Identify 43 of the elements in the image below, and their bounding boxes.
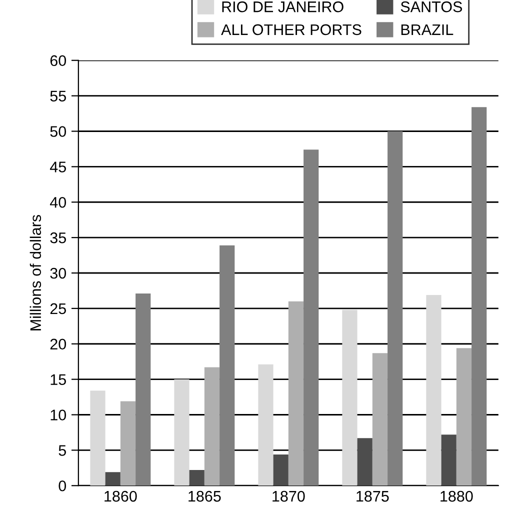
bar: [288, 301, 304, 486]
x-tick-label: 1860: [104, 490, 137, 502]
bar: [441, 434, 456, 486]
bar: [357, 438, 372, 486]
y-axis-title: Millions of dollars: [30, 214, 42, 330]
x-tick-label: 1865: [188, 490, 221, 502]
legend-label: BRAZIL: [401, 24, 454, 35]
bar: [426, 294, 442, 486]
bar: [220, 245, 235, 486]
bar: [136, 294, 151, 486]
y-tick-label: 55: [50, 90, 66, 102]
bar: [472, 107, 487, 486]
bar: [372, 353, 388, 486]
y-tick-label: 0: [58, 480, 66, 492]
y-tick-label: 45: [50, 162, 66, 172]
bar: [258, 364, 274, 486]
y-tick-label: 40: [50, 196, 66, 208]
y-tick-label: 20: [50, 338, 66, 350]
legend-label: SANTOS: [400, 1, 462, 12]
y-tick-label: 35: [50, 232, 66, 244]
bar: [456, 348, 472, 486]
bar: [174, 379, 190, 486]
bar: [304, 150, 319, 486]
y-tick-label: 25: [50, 303, 66, 314]
x-tick-label: 1875: [356, 490, 389, 502]
legend-label: ALL OTHER PORTS: [221, 24, 362, 36]
bar: [189, 470, 204, 486]
bar: [204, 367, 220, 486]
bar: [105, 472, 120, 486]
y-tick-label: 50: [50, 126, 66, 137]
bar: [90, 390, 106, 486]
bar: [120, 401, 136, 486]
bar: [273, 454, 288, 486]
x-tick-label: 1880: [440, 490, 473, 502]
bar: [342, 310, 358, 486]
y-tick-label: 5: [58, 445, 66, 456]
bar: [388, 131, 403, 486]
legend-label: RIO DE JANEIRO: [222, 1, 344, 12]
x-tick-label: 1870: [272, 490, 305, 502]
y-tick-label: 60: [50, 55, 66, 66]
y-tick-label: 10: [50, 410, 66, 420]
y-tick-label: 30: [50, 268, 66, 279]
y-tick-label: 15: [50, 374, 66, 385]
